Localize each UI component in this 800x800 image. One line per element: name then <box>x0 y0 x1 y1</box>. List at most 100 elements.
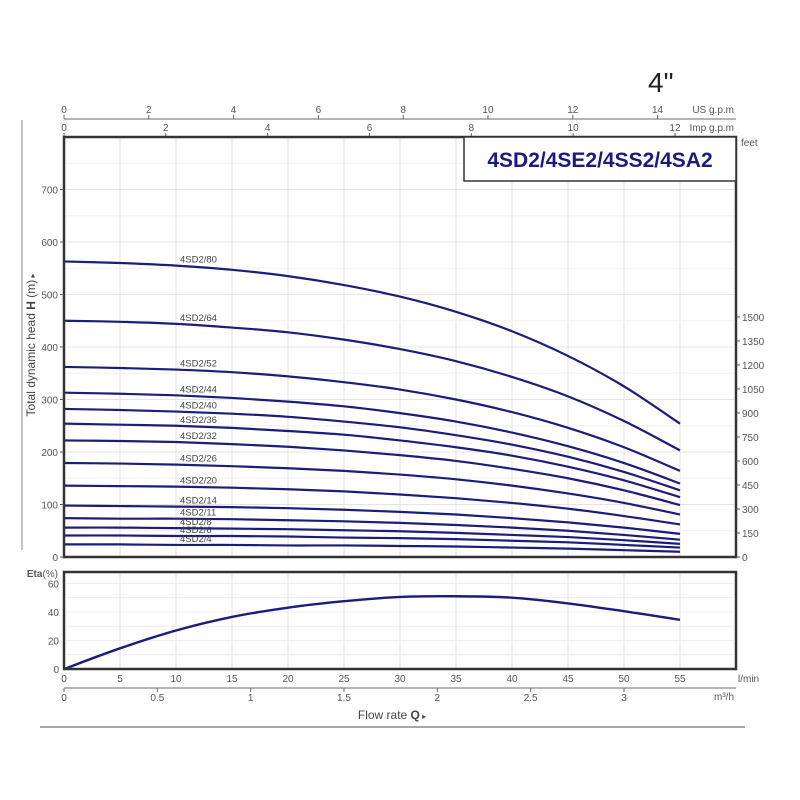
us-gpm-tick: 6 <box>316 105 322 116</box>
head-axis-feet: 0 150 300 450 600 750 900 1050 1200 1350 1500 feet <box>736 138 765 564</box>
eta-tick-label: 40 <box>48 608 60 619</box>
y2-tick-label: 1500 <box>742 313 765 324</box>
curve-label: 4SD2/6 <box>180 525 212 536</box>
eta-axis-title: Eta(%) <box>27 569 58 580</box>
head-curve-4sd2-44 <box>63 391 681 485</box>
eta-tick-label: 20 <box>48 636 60 647</box>
y-tick-label: 400 <box>41 343 58 354</box>
efficiency-curve <box>63 594 681 671</box>
head-axis-title: Total dynamic head H (m) ▸ <box>24 274 38 417</box>
curve-label: 4SD2/26 <box>180 454 217 465</box>
curve-label: 4SD2/20 <box>180 476 217 487</box>
y2-tick-label: 600 <box>742 457 759 468</box>
m3h-tick: 1.5 <box>337 693 351 704</box>
imp-gpm-tick: 8 <box>469 123 475 134</box>
curve-label: 4SD2/40 <box>180 401 217 412</box>
head-curve-4sd2-32 <box>63 439 681 507</box>
lmin-tick: 45 <box>562 674 574 685</box>
y2-tick-label: 450 <box>742 481 759 492</box>
curve-label: 4SD2/44 <box>180 384 217 395</box>
curve-label: 4SD2/8 <box>180 517 212 528</box>
model-title: 4SD2/4SE2/4SS2/4SA2 <box>487 149 712 172</box>
y-tick-label: 600 <box>41 238 58 249</box>
curve-label: 4SD2/36 <box>180 415 217 426</box>
y2-tick-label: 150 <box>742 529 759 540</box>
m3h-tick: 1 <box>248 693 254 704</box>
curve-label: 4SD2/32 <box>180 431 217 442</box>
head-curve-4sd2-52 <box>63 365 681 472</box>
curve-label: 4SD2/14 <box>180 496 217 507</box>
head-axis-meters: 0 100 200 300 400 500 600 700 <box>41 186 64 564</box>
y-tick-label: 200 <box>41 448 58 459</box>
us-gpm-unit: US g.p.m <box>692 105 734 116</box>
lmin-tick: 20 <box>282 674 294 685</box>
y2-tick-label: 900 <box>742 409 759 420</box>
y-tick-label: 100 <box>41 501 58 512</box>
eta-curve <box>63 594 681 671</box>
head-curve-4sd2-64 <box>63 319 681 452</box>
y2-tick-label: 0 <box>742 553 748 564</box>
y-tick-label: 300 <box>41 396 58 407</box>
lmin-tick: 25 <box>338 674 350 685</box>
head-curves <box>63 260 681 553</box>
curve-label: 4SD2/11 <box>180 508 216 519</box>
imp-gpm-tick: 2 <box>163 123 169 134</box>
us-gpm-tick: 12 <box>567 105 579 116</box>
y2-tick-label: 1200 <box>742 361 765 372</box>
curve-label: 4SD2/64 <box>180 313 217 324</box>
imp-gpm-unit: Imp g.p.m <box>690 123 734 134</box>
head-curve-4sd2-36 <box>63 422 681 499</box>
head-curve-4sd2-8 <box>63 526 681 545</box>
lmin-tick: 55 <box>674 674 686 685</box>
eta-tick-label: 0 <box>53 665 59 676</box>
head-curve-labels: 4SD2/80 4SD2/64 4SD2/52 4SD2/44 4SD2/40 4SD2/… <box>180 255 217 545</box>
y-tick-label: 500 <box>41 291 58 302</box>
head-curve-4sd2-4 <box>63 543 681 553</box>
top-flow-axes: 0 2 4 6 8 10 12 14 US g.p.m 0 2 4 6 8 10 12 Imp g.p.m <box>61 105 736 137</box>
y2-tick-label: 1350 <box>742 337 765 348</box>
pump-size-label: 4" <box>648 67 674 98</box>
curve-label: 4SD2/52 <box>180 359 217 370</box>
m3h-tick: 0 <box>61 693 67 704</box>
lmin-tick: 40 <box>506 674 518 685</box>
m3h-tick: 3 <box>621 693 627 704</box>
y2-tick-label: 750 <box>742 433 759 444</box>
lmin-tick: 10 <box>170 674 182 685</box>
bottom-flow-axes: 0 5 10 15 20 25 30 35 40 45 50 55 l/min 0 0.5 1 1.5 2 2.5 3… <box>61 674 759 704</box>
y2-tick-label: 1050 <box>742 385 765 396</box>
us-gpm-tick: 14 <box>652 105 664 116</box>
eta-axis: 0 20 40 60 <box>48 579 60 676</box>
m3h-tick: 0.5 <box>150 693 164 704</box>
lmin-tick: 0 <box>61 674 67 685</box>
lmin-tick: 35 <box>450 674 462 685</box>
us-gpm-tick: 0 <box>61 105 67 116</box>
eta-chart-grid <box>64 572 736 669</box>
head-curve-4sd2-80 <box>63 260 681 425</box>
head-curve-4sd2-26 <box>63 461 681 516</box>
m3h-unit: m³/h <box>714 692 734 703</box>
lmin-unit: l/min <box>738 674 759 685</box>
model-title-box <box>463 136 737 182</box>
curve-label: 4SD2/80 <box>180 255 217 266</box>
curve-label: 4SD2/4 <box>180 534 212 545</box>
head-chart-grid <box>64 137 736 557</box>
imp-gpm-tick: 4 <box>265 123 271 134</box>
lmin-tick: 15 <box>226 674 238 685</box>
y-tick-label: 0 <box>52 553 58 564</box>
head-curve-4sd2-20 <box>63 484 681 526</box>
y-tick-label: 700 <box>41 186 58 197</box>
head-curve-4sd2-40 <box>63 407 681 492</box>
us-gpm-tick: 4 <box>231 105 237 116</box>
us-gpm-tick: 8 <box>400 105 406 116</box>
m3h-tick: 2.5 <box>524 693 538 704</box>
imp-gpm-tick: 12 <box>669 123 681 134</box>
flow-rate-axis-title: Flow rate Q ▸ <box>358 708 426 722</box>
us-gpm-tick: 2 <box>146 105 152 116</box>
eta-chart-frame <box>62 570 738 671</box>
head-curve-4sd2-14 <box>63 504 681 535</box>
head-curve-4sd2-6 <box>63 534 681 549</box>
imp-gpm-tick: 6 <box>367 123 373 134</box>
feet-unit-label: feet <box>741 138 758 149</box>
lmin-tick: 50 <box>618 674 630 685</box>
